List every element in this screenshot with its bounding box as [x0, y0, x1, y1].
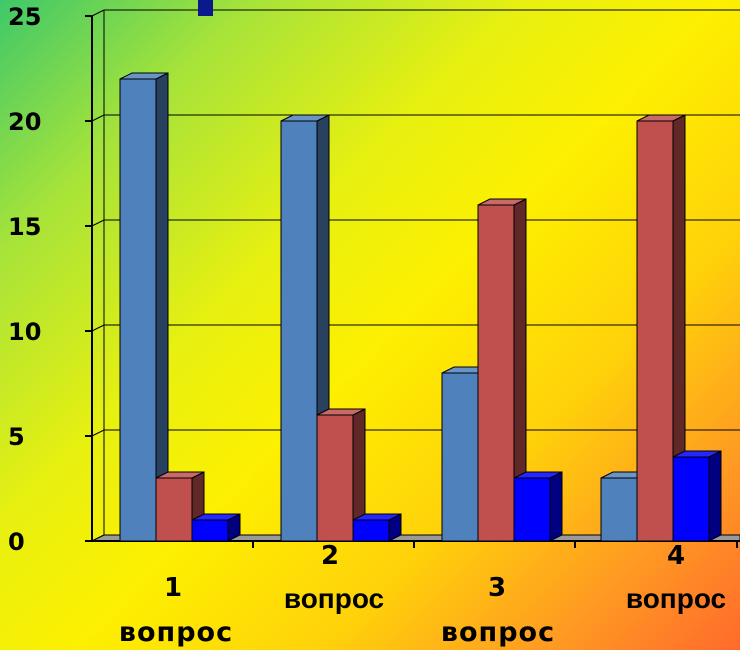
x-label-2-number: 2: [321, 541, 339, 571]
y-tick-label-0: 0: [8, 528, 25, 556]
bar-3-3: [513, 471, 563, 542]
bar-3-2: [352, 513, 402, 542]
bars: [119, 72, 722, 542]
gridline-side-5: [91, 429, 105, 437]
bar-2-1: [155, 471, 205, 542]
y-tick-label-20: 20: [8, 108, 41, 136]
y-tick-label-10: 10: [8, 318, 41, 346]
y-tick-label-5: 5: [8, 423, 25, 451]
gridline-side-25: [91, 9, 105, 17]
bar-3-1: [191, 513, 241, 542]
y-tick-label-25: 25: [8, 3, 41, 31]
x-label-3-word: вопрос: [441, 617, 555, 648]
x-label-4-number: 4: [667, 541, 685, 571]
x-label-3-number: 3: [488, 573, 506, 603]
x-label-1-word: вопрос: [119, 617, 233, 648]
bar-1-1: [119, 72, 169, 542]
x-label-4-word: вопрос: [626, 583, 726, 614]
gridline-side-20: [91, 114, 105, 122]
x-category-labels: 1 вопрос 2 вопрос 3 вопрос 4 вопрос: [119, 541, 726, 648]
x-label-1-number: 1: [164, 573, 182, 603]
bar-3-4: [672, 450, 722, 542]
gridline-side-10: [91, 324, 105, 332]
gridline-side-15: [91, 219, 105, 227]
bar-2-2: [316, 408, 366, 542]
y-tick-labels: 0 5 10 15 20 25: [8, 3, 41, 556]
bar-2-4: [636, 114, 686, 542]
y-tick-label-15: 15: [8, 213, 41, 241]
cropped-legend-marker: [198, 0, 213, 16]
bar-2-3: [477, 198, 527, 542]
x-label-2-word: вопрос: [284, 583, 384, 614]
